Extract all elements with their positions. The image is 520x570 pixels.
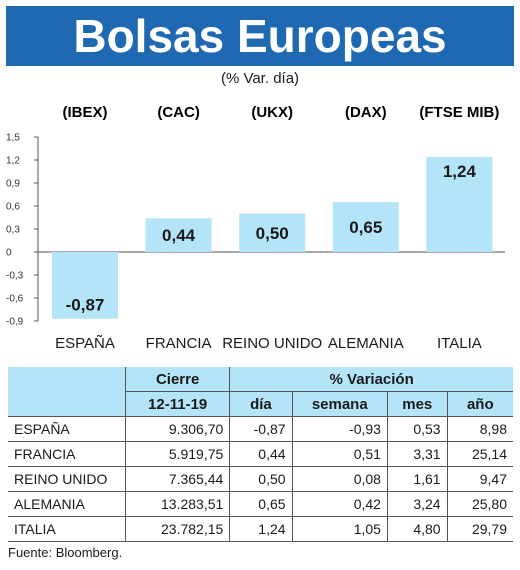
- cell-ano: 9,47: [446, 466, 513, 492]
- cell-cierre: 7.365,44: [124, 466, 230, 492]
- cell-ano: 29,79: [446, 516, 513, 542]
- index-label: (FTSE MIB): [419, 104, 499, 121]
- data-table: Cierre % Variación 12-11-19 día semana m…: [8, 367, 513, 542]
- cell-semana: 0,51: [291, 441, 388, 467]
- y-tick-label: -0,9: [6, 317, 24, 328]
- cell-semana: 0,42: [291, 491, 388, 517]
- cell-mes: 0,53: [386, 416, 448, 442]
- y-tick-label: 0,9: [6, 179, 20, 190]
- table-row: FRANCIA 5.919,75 0,44 0,51 3,31 25,14: [8, 441, 513, 467]
- cell-cierre: 9.306,70: [124, 416, 230, 442]
- header-mes: mes: [386, 391, 448, 417]
- cell-cierre: 5.919,75: [124, 441, 230, 467]
- cell-mes: 4,80: [386, 516, 448, 542]
- bar-chart: 1,5 1,2 0,9 0,6 0,3 0 -0,3 -0,6 -0,9 (IBEX) -0,87 E…: [6, 104, 505, 352]
- category-label: ESPAÑA: [55, 335, 115, 352]
- header-dia: día: [229, 391, 293, 417]
- header-cierre: Cierre: [124, 367, 230, 392]
- cell-ano: 25,80: [446, 491, 513, 517]
- cell-semana: 0,08: [291, 466, 388, 492]
- bar: [426, 156, 493, 252]
- table-row: ITALIA 23.782,15 1,24 1,05 4,80 29,79: [8, 516, 513, 542]
- cell-country: FRANCIA: [8, 441, 126, 467]
- cell-dia: 1,24: [229, 516, 293, 542]
- y-tick-label: 0: [6, 248, 12, 259]
- cell-country: ITALIA: [8, 516, 126, 542]
- y-tick-label: 0,6: [6, 202, 20, 213]
- table-row: REINO UNIDO 7.365,44 0,50 0,08 1,61 9,47: [8, 466, 513, 492]
- index-label: (UKX): [251, 104, 293, 121]
- cell-dia: -0,87: [229, 416, 293, 442]
- title-banner: Bolsas Europeas: [6, 6, 514, 66]
- empty-header-cell: [8, 367, 126, 392]
- value-label: -0,87: [66, 296, 105, 315]
- table-group-header-row: Cierre % Variación: [8, 367, 513, 392]
- table-subheader-row: 12-11-19 día semana mes año: [8, 391, 513, 417]
- cell-dia: 0,50: [229, 466, 293, 492]
- bar: [332, 202, 399, 252]
- cell-country: ALEMANIA: [8, 491, 126, 517]
- y-tick-label: 0,3: [6, 225, 20, 236]
- header-ano: año: [446, 391, 513, 417]
- y-tick-label: -0,3: [6, 271, 24, 282]
- empty-subheader-cell: [8, 391, 126, 417]
- index-label: (IBEX): [63, 104, 108, 121]
- cell-ano: 8,98: [446, 416, 513, 442]
- y-tick-label: -0,6: [6, 294, 24, 305]
- cell-semana: -0,93: [291, 416, 388, 442]
- header-variacion: % Variación: [229, 367, 513, 392]
- table-row: ALEMANIA 13.283,51 0,65 0,42 3,24 25,80: [8, 491, 513, 517]
- value-label: 0,44: [162, 226, 196, 245]
- cell-mes: 3,31: [386, 441, 448, 467]
- header-date: 12-11-19: [124, 391, 230, 417]
- bar: [145, 218, 212, 252]
- cell-country: ESPAÑA: [8, 416, 126, 442]
- category-label: ITALIA: [437, 335, 482, 352]
- cell-semana: 1,05: [291, 516, 388, 542]
- cell-country: REINO UNIDO: [8, 466, 126, 492]
- cell-cierre: 13.283,51: [124, 491, 230, 517]
- header-semana: semana: [291, 391, 388, 417]
- cell-mes: 3,24: [386, 491, 448, 517]
- cell-ano: 25,14: [446, 441, 513, 467]
- value-label: 0,50: [256, 224, 289, 243]
- category-label: REINO UNIDO: [222, 335, 322, 352]
- index-label: (CAC): [157, 104, 200, 121]
- cell-cierre: 23.782,15: [124, 516, 230, 542]
- chart-subtitle: (% Var. día): [220, 70, 300, 87]
- table-row: ESPAÑA 9.306,70 -0,87 -0,93 0,53 8,98: [8, 416, 513, 442]
- value-label: 0,65: [349, 218, 382, 237]
- y-tick-label: 1,2: [6, 156, 20, 167]
- cell-dia: 0,65: [229, 491, 293, 517]
- value-label: 1,24: [443, 162, 477, 181]
- category-label: ALEMANIA: [328, 335, 404, 352]
- cell-mes: 1,61: [386, 466, 448, 492]
- bar: [239, 213, 306, 252]
- y-tick-label: 1,5: [6, 133, 20, 144]
- index-label: (DAX): [345, 104, 387, 121]
- category-label: FRANCIA: [146, 335, 212, 352]
- cell-dia: 0,44: [229, 441, 293, 467]
- source-note: Fuente: Bloomberg.: [8, 545, 123, 560]
- bar: [52, 252, 118, 319]
